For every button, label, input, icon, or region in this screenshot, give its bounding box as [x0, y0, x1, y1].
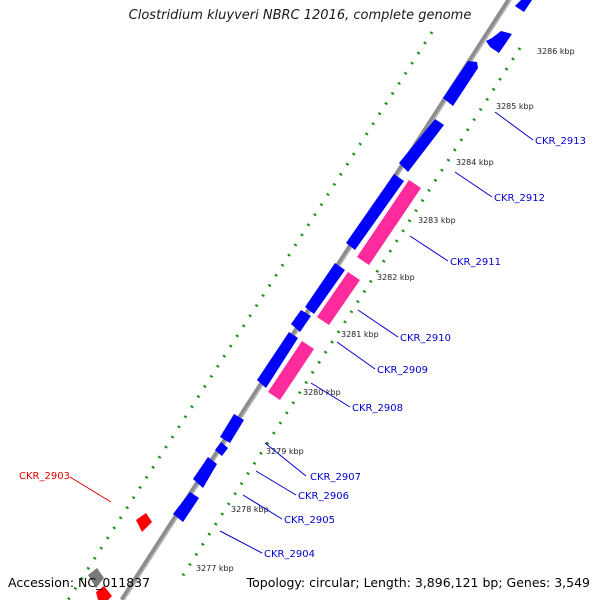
gene-leader-line [494, 111, 534, 141]
map-title: Clostridium kluyveri NBRC 12016, complet… [128, 8, 472, 23]
gene-leader-line [357, 309, 399, 338]
scale-label: 3279 kbp [266, 447, 304, 456]
gene-leader-line [264, 442, 307, 477]
gene-leader-line [409, 235, 449, 262]
scale-label: 3281 kbp [341, 330, 379, 339]
gene-arrow [291, 310, 311, 332]
gene-leader-line [454, 171, 493, 198]
outer-dotted-guide [66, 31, 434, 600]
gene-label: CKR_2907 [310, 472, 361, 483]
gene-leader-line [336, 341, 376, 370]
gene-label: CKR_2906 [298, 491, 349, 502]
gene-arrow [486, 31, 512, 53]
scale-label: 3277 kbp [196, 564, 234, 573]
gene-arrow [257, 332, 298, 388]
gene-leader-line [242, 494, 283, 520]
gene-arrow [515, 0, 532, 12]
scale-label: 3280 kbp [303, 388, 341, 397]
scale-label: 3283 kbp [418, 216, 456, 225]
gene-label: CKR_2910 [400, 333, 451, 344]
gene-leader-line [310, 382, 351, 408]
gene-arrow [88, 568, 104, 588]
gene-arrow [215, 442, 228, 456]
gene-arrow [193, 457, 217, 488]
gene-arrow [268, 341, 314, 400]
gene-label: CKR_2908 [352, 403, 403, 414]
scale-label: 3285 kbp [496, 102, 534, 111]
gene-leader-line [255, 470, 297, 496]
scale-label: 3286 kbp [537, 47, 575, 56]
gene-leader-line [69, 476, 112, 503]
accession-text: Accession: NC_011837 [8, 575, 151, 590]
gene-arrow [443, 61, 478, 106]
gene-label: CKR_2913 [535, 136, 586, 147]
topology-text: Topology: circular; Length: 3,896,121 bp… [246, 575, 590, 590]
scale-label: 3282 kbp [377, 273, 415, 282]
gene-label: CKR_2911 [450, 257, 501, 268]
gene-arrow [357, 180, 421, 265]
gene-leader-line [219, 530, 263, 554]
inner-dotted-guide [178, 47, 522, 581]
gene-arrow [220, 414, 244, 443]
gene-arrow [305, 263, 345, 314]
gene-arrow [136, 513, 152, 532]
gene-label-highlighted: CKR_2903 [19, 471, 70, 482]
scale-label: 3278 kbp [231, 505, 269, 514]
gene-label: CKR_2904 [264, 549, 315, 560]
gene-label: CKR_2905 [284, 515, 335, 526]
gene-arrow [346, 174, 404, 250]
gene-arrow [173, 492, 199, 522]
gene-label: CKR_2909 [377, 365, 428, 376]
gene-arrow [317, 272, 360, 325]
gene-arrow [96, 586, 112, 600]
gene-arrow [399, 119, 444, 172]
scale-label: 3284 kbp [456, 158, 494, 167]
gene-label: CKR_2912 [494, 193, 545, 204]
